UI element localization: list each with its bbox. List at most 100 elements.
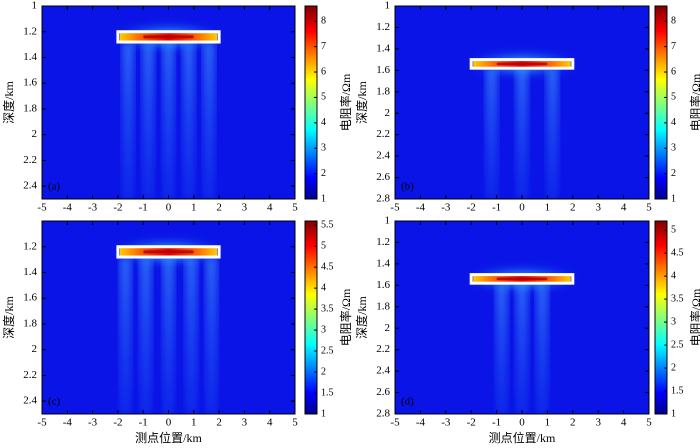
x-tick-label: -4 xyxy=(63,417,73,429)
x-tick-label: 0 xyxy=(519,202,525,214)
anomaly-peak xyxy=(496,62,548,66)
heatmap-area xyxy=(42,221,295,414)
resistivity-streak xyxy=(536,283,549,414)
y-tick-label: 1.8 xyxy=(376,300,390,312)
resistivity-streak xyxy=(205,257,218,414)
colorbar-tick-label: 2 xyxy=(321,366,326,377)
y-tick-label: 1 xyxy=(385,215,391,227)
y-tick-label: 2.8 xyxy=(376,408,390,420)
panel-d: -5 -4 -3 -2 -1 0 1 2 3 4 5 1 1.2 1.4 1.6 1.8 2 2.2 2.4 2.6 2… xyxy=(354,215,700,445)
y-tick-label: 2 xyxy=(385,107,391,119)
x-tick-label: -2 xyxy=(467,202,476,214)
model-outline-box xyxy=(469,273,575,285)
colorbar-label: 电阻率/Ωm xyxy=(338,73,353,131)
x-tick-label: -3 xyxy=(88,202,98,214)
y-tick-label: 1.2 xyxy=(23,240,37,252)
x-tick-label: -2 xyxy=(113,417,122,429)
y-tick-label: 2.2 xyxy=(376,128,390,140)
y-axis-label: 深度/km xyxy=(354,296,369,339)
x-tick-label: 2 xyxy=(216,417,222,429)
x-tick-label: -3 xyxy=(88,417,98,429)
y-tick-label: 1.2 xyxy=(376,236,390,248)
x-tick-label: -2 xyxy=(467,417,476,429)
resistivity-streak xyxy=(162,257,175,414)
colorbar-tick-label: 3 xyxy=(671,316,676,327)
resistivity-streak xyxy=(485,68,498,199)
y-tick-label: 2.2 xyxy=(376,343,390,355)
x-tick-label: -1 xyxy=(492,202,501,214)
colorbar-tick-label: 3 xyxy=(321,143,326,154)
x-tick-label: -5 xyxy=(390,202,400,214)
colorbar-gradient xyxy=(304,220,318,415)
y-tick-label: 1.8 xyxy=(23,317,37,329)
colorbar-gradient xyxy=(654,5,668,200)
y-tick-label: 2.2 xyxy=(23,154,37,166)
resistivity-streak xyxy=(142,42,154,199)
y-axis-label: 深度/km xyxy=(1,296,16,339)
colorbar-tick-label: 1.5 xyxy=(321,387,334,398)
colorbar-tick-label: 7 xyxy=(321,41,326,52)
colorbar-label: 电阻率/Ωm xyxy=(338,288,353,346)
x-tick-label: 0 xyxy=(166,417,172,429)
panel-label: (b) xyxy=(401,181,414,193)
x-tick-label: 5 xyxy=(292,417,298,429)
x-tick-label: 3 xyxy=(595,202,601,214)
resistivity-streak xyxy=(183,42,195,199)
x-tick-label: 5 xyxy=(646,417,652,429)
x-tick-label: 2 xyxy=(570,417,576,429)
colorbar: 1 2 3 4 5 6 7 8 电阻率/Ωm xyxy=(304,5,353,204)
colorbar-tick-label: 4 xyxy=(321,282,326,293)
colorbar-tick-label: 1 xyxy=(321,408,326,419)
anomaly-peak xyxy=(496,277,548,281)
colorbar-tick-label: 3.5 xyxy=(671,293,684,304)
x-tick-label: 2 xyxy=(216,202,222,214)
y-tick-label: 2 xyxy=(32,343,38,355)
panel-label: (d) xyxy=(401,396,414,408)
panel-label: (a) xyxy=(48,181,61,193)
x-tick-label: -5 xyxy=(390,417,400,429)
x-tick-label: -3 xyxy=(441,202,451,214)
colorbar: 1 2 3 4 5 6 7 8 电阻率/Ωm xyxy=(654,5,700,204)
panel-a: -5 -4 -3 -2 -1 0 1 2 3 4 5 1 1.2 1.4 1.6 1.8 2 2.2 2.4 深度/k… xyxy=(1,0,353,214)
resistivity-streak xyxy=(122,42,134,199)
x-tick-label: 4 xyxy=(621,202,627,214)
resistivity-streak xyxy=(203,42,215,199)
x-tick-label: 5 xyxy=(292,202,298,214)
x-tick-label: -4 xyxy=(416,417,426,429)
model-outline-box xyxy=(116,30,221,44)
x-tick-label: 0 xyxy=(519,417,525,429)
x-tick-label: -1 xyxy=(492,417,501,429)
colorbar-tick-label: 6 xyxy=(321,66,326,77)
y-tick-label: 1.8 xyxy=(376,85,390,97)
x-tick-label: -3 xyxy=(441,417,451,429)
resistivity-streak xyxy=(162,42,175,199)
panel-label: (c) xyxy=(48,396,61,408)
anomaly-peak xyxy=(143,250,194,254)
anomaly-peak xyxy=(143,35,194,39)
panel-c: -5 -4 -3 -2 -1 0 1 2 3 4 5 1.2 1.4 1.6 1.8 2 2.2 2.4 深度/km… xyxy=(1,219,353,444)
y-tick-label: 2.4 xyxy=(23,395,37,407)
colorbar-tick-label: 5 xyxy=(671,224,676,235)
x-tick-label: -4 xyxy=(416,202,426,214)
y-tick-label: 2.2 xyxy=(23,369,37,381)
colorbar-tick-label: 4 xyxy=(671,270,676,281)
heatmap-area xyxy=(42,6,295,199)
x-tick-label: -1 xyxy=(139,202,148,214)
x-tick-label: -5 xyxy=(37,417,47,429)
colorbar-tick-label: 5 xyxy=(321,92,326,103)
colorbar: 1 1.5 2 2.5 3 3.5 4 4.5 5 电阻率/Ωm xyxy=(654,220,700,419)
resistivity-streak xyxy=(516,283,528,414)
colorbar-tick-label: 8 xyxy=(671,16,676,27)
colorbar-label: 电阻率/Ωm xyxy=(688,73,700,131)
heatmap-area xyxy=(395,221,649,414)
x-tick-label: 3 xyxy=(242,417,248,429)
resistivity-streak xyxy=(546,68,559,199)
x-tick-label: 5 xyxy=(646,202,652,214)
colorbar-tick-label: 3 xyxy=(321,324,326,335)
colorbar-tick-label: 3.5 xyxy=(321,303,334,314)
y-tick-label: 1.8 xyxy=(23,102,37,114)
y-axis-label: 深度/km xyxy=(354,81,369,124)
colorbar-tick-label: 1 xyxy=(671,193,676,204)
x-tick-label: 4 xyxy=(267,417,273,429)
